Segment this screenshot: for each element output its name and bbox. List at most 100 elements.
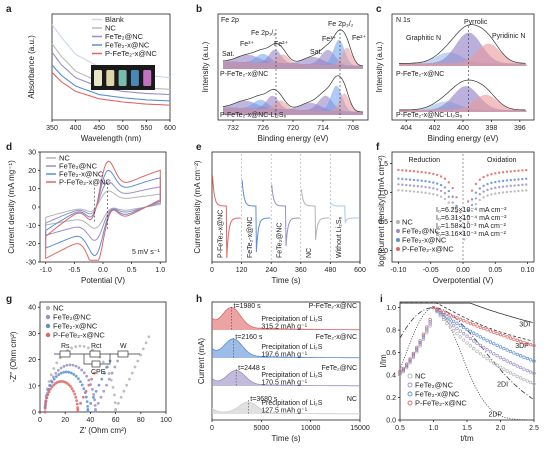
legend-marker [45, 305, 51, 311]
fit-peak [223, 39, 363, 69]
data-point [475, 349, 479, 353]
data-point [56, 369, 60, 372]
data-point [432, 192, 435, 196]
data-point [490, 187, 493, 190]
legend-marker [396, 247, 400, 251]
legend-entry: FeTe₂-x@NC [59, 170, 104, 179]
data-point [529, 370, 533, 374]
data-point [470, 189, 474, 192]
x-axis-label: Potential (V) [81, 276, 125, 285]
data-point [443, 197, 447, 201]
data-point [463, 217, 466, 221]
data-point [76, 407, 80, 411]
chrono-trace [212, 175, 241, 259]
data-point [107, 377, 111, 381]
panel-g: g 0 20 40 60 80 100 0 10 20 30 40 Z′ (Ohm cm²) -Z″ (O… [6, 294, 172, 435]
data-point [501, 179, 505, 183]
data-point [498, 355, 503, 360]
data-point [70, 346, 73, 350]
data-point [425, 325, 429, 329]
data-point [113, 401, 117, 405]
data-point [432, 187, 435, 190]
x-tick-label: 80 [137, 417, 145, 424]
vial [130, 70, 139, 86]
data-point [470, 198, 474, 201]
data-point [518, 365, 523, 370]
vial [143, 70, 152, 86]
data-point [439, 195, 443, 198]
x-tick-label: 1.5 [462, 425, 472, 432]
peak-label: Fe 2p₃/₂ [328, 21, 354, 28]
data-point [478, 335, 483, 339]
data-point [490, 181, 493, 185]
plot-frame [51, 13, 171, 121]
data-point [435, 193, 439, 197]
data-point [105, 365, 109, 369]
data-point [408, 357, 412, 361]
x-tick-label: 0.00 [456, 267, 470, 274]
data-point [470, 203, 474, 207]
data-point [401, 367, 406, 372]
peak-label: Fe²⁺ [352, 35, 367, 42]
capacity-label: 315.2 mAh g⁻¹ [261, 324, 307, 331]
data-point [455, 316, 459, 320]
y-axis-label: log(|current density|) (mA cm⁻²) [377, 155, 386, 267]
data-point [505, 179, 509, 182]
circuit-label: CPE [91, 369, 106, 376]
data-point [79, 401, 82, 405]
segment-label: FeTe₂@NC [277, 223, 284, 259]
data-point [397, 177, 400, 180]
data-point [76, 377, 80, 381]
data-point [455, 204, 458, 208]
data-point [411, 351, 416, 356]
segment-label: Without Li₂S₆ [336, 216, 343, 258]
data-trace [399, 79, 526, 111]
data-point [478, 343, 483, 348]
data-point [428, 171, 431, 175]
segment-label: FeTe₂-x@NC [247, 217, 254, 258]
panel-label: c [376, 4, 382, 15]
data-point [425, 329, 429, 333]
data-point [416, 184, 420, 188]
data-point [74, 364, 78, 368]
y-axis-label: Intensity (a.u.) [201, 41, 210, 92]
trace-label: P-FeTe₂-x@NC [396, 71, 444, 78]
fit-peak [399, 94, 527, 112]
exchange-current: I₀=6.25×10⁻⁴ mA cm⁻² [436, 207, 507, 214]
data-point [102, 389, 106, 393]
data-point [525, 168, 528, 172]
data-point [466, 214, 470, 218]
data-point [470, 209, 474, 213]
y-tick-label: 20 [28, 357, 36, 364]
data-point [472, 339, 476, 343]
data-point [412, 170, 416, 173]
x-tick-label: 100 [160, 417, 172, 424]
data-point [78, 344, 82, 348]
data-point [405, 189, 408, 193]
x-tick-label: 0.10 [521, 267, 535, 274]
deposition-curve [211, 401, 360, 415]
data-point [93, 403, 97, 407]
data-point [90, 377, 94, 381]
data-point [428, 180, 431, 184]
data-point [55, 361, 59, 365]
data-point [71, 363, 75, 367]
data-point [424, 171, 427, 174]
data-point [435, 307, 439, 311]
legend-entry: NC [59, 154, 70, 163]
warburg [117, 350, 129, 358]
data-point [459, 231, 462, 234]
panel-label: a [6, 4, 12, 15]
data-point [525, 341, 529, 346]
x-tick-label: 360 [295, 267, 307, 274]
equivalent-circuit: Rs Rct CPE W [54, 343, 140, 376]
chrono-trace [330, 202, 359, 224]
data-point [518, 339, 523, 344]
fit-peak [399, 32, 527, 66]
data-point [443, 186, 447, 189]
data-point [46, 393, 50, 397]
x-tick-label: 714 [317, 125, 329, 132]
data-point [110, 371, 114, 375]
data-point [482, 336, 486, 341]
x-tick-label: 0 [38, 417, 42, 424]
